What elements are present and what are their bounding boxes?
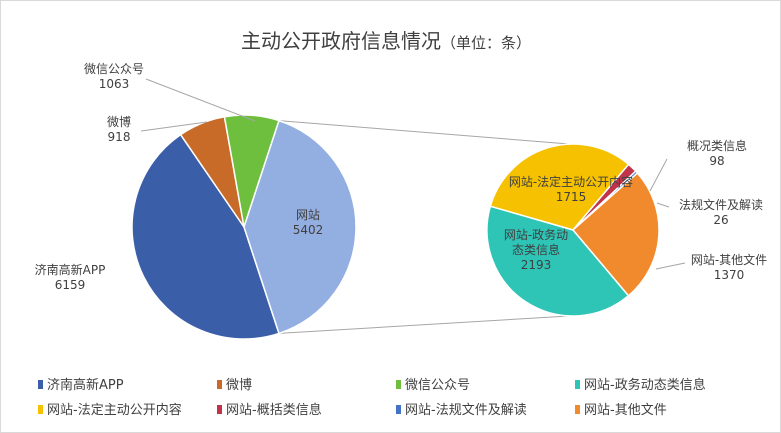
leader-sub-3 <box>655 262 686 270</box>
legend-swatch-2 <box>396 380 401 389</box>
legend-swatch-0 <box>38 380 43 389</box>
legend-item-3: 网站-政务动态类信息 <box>575 377 706 393</box>
legend-label-6: 网站-法规文件及解读 <box>405 403 527 418</box>
label-sub-0: 网站-法定主动公开内容 1715 <box>509 174 633 204</box>
label-sub-4-line-1: 态类信息 <box>512 242 560 257</box>
sub-pie-slice-3 <box>571 172 660 297</box>
label-sub-3-line-0: 网站-其他文件 <box>691 252 767 267</box>
leader-main-1 <box>140 121 208 132</box>
legend-item-0: 济南高新APP <box>38 377 124 393</box>
legend-swatch-1 <box>217 380 222 389</box>
legend-label-2: 微信公众号 <box>405 378 470 393</box>
label-main-3-line-1: 5402 <box>293 223 324 237</box>
legend-label-1: 微博 <box>226 378 252 393</box>
label-main-2: 微信公众号 1063 <box>84 62 144 91</box>
label-sub-0-line-0: 网站-法定主动公开内容 <box>509 174 633 189</box>
label-main-1: 微博 918 <box>107 114 131 144</box>
legend-swatch-4 <box>38 405 43 414</box>
legend-swatch-6 <box>396 405 401 414</box>
label-sub-2: 法规文件及解读 26 <box>679 197 763 227</box>
label-sub-3: 网站-其他文件 1370 <box>691 252 767 282</box>
label-sub-2-line-0: 法规文件及解读 <box>679 197 763 212</box>
label-sub-2-line-1: 26 <box>713 213 728 227</box>
legend-swatch-3 <box>575 380 580 389</box>
main-pie-slice-0 <box>131 133 280 340</box>
label-sub-1-line-1: 98 <box>709 154 724 168</box>
sub-pie <box>486 143 660 317</box>
leader-sub-1 <box>649 158 668 192</box>
label-main-2-line-0: 微信公众号 <box>84 62 144 76</box>
legend-label-0: 济南高新APP <box>47 377 124 393</box>
label-main-3: 网站 5402 <box>293 208 324 237</box>
legend-item-1: 微博 <box>217 378 252 393</box>
legend-item-4: 网站-法定主动公开内容 <box>38 402 182 418</box>
data-labels: 济南高新APP 6159 微博 918 微信公众号 1063 网站 5402 网站-法定主动公开… <box>35 62 768 292</box>
legend-item-5: 网站-概括类信息 <box>217 402 322 418</box>
legend-item-6: 网站-法规文件及解读 <box>396 403 527 418</box>
leader-sub-2 <box>656 202 670 208</box>
sub-pie-slice-0 <box>489 143 630 231</box>
label-main-3-line-0: 网站 <box>296 208 320 222</box>
sub-pie-slice-4 <box>486 205 630 317</box>
legend-swatch-5 <box>217 405 222 414</box>
chart-title-unit: （单位：条） <box>441 34 531 52</box>
chart-title-main: 主动公开政府信息情况 <box>241 29 441 53</box>
label-main-2-line-1: 1063 <box>99 77 130 91</box>
label-main-0-line-0: 济南高新APP <box>35 262 106 277</box>
label-sub-1: 概况类信息 98 <box>687 138 747 168</box>
label-sub-3-line-1: 1370 <box>714 268 745 282</box>
connector-top <box>278 120 570 145</box>
connector-bottom <box>278 315 570 334</box>
label-sub-4-line-2: 2193 <box>521 258 552 272</box>
leader-main-2 <box>145 78 256 122</box>
connector-lines <box>278 120 570 334</box>
legend-swatch-7 <box>575 405 580 414</box>
label-main-1-line-0: 微博 <box>107 114 131 129</box>
label-main-0: 济南高新APP 6159 <box>35 262 106 292</box>
label-main-0-line-1: 6159 <box>55 278 86 292</box>
legend-label-7: 网站-其他文件 <box>584 403 667 418</box>
legend-label-3: 网站-政务动态类信息 <box>584 377 706 393</box>
label-sub-4-line-0: 网站-政务动 <box>504 227 568 242</box>
label-sub-0-line-1: 1715 <box>556 190 587 204</box>
label-sub-1-line-0: 概况类信息 <box>687 138 747 153</box>
legend-item-7: 网站-其他文件 <box>575 403 667 418</box>
legend-item-2: 微信公众号 <box>396 378 470 393</box>
legend-label-5: 网站-概括类信息 <box>226 402 322 418</box>
legend-label-4: 网站-法定主动公开内容 <box>47 402 182 418</box>
label-sub-4: 网站-政务动态类信息 2193 <box>504 227 568 272</box>
label-main-1-line-1: 918 <box>108 130 131 144</box>
main-pie <box>131 114 357 340</box>
chart-title: 主动公开政府信息情况（单位：条） <box>241 29 531 53</box>
main-pie-slice-3 <box>243 119 357 335</box>
